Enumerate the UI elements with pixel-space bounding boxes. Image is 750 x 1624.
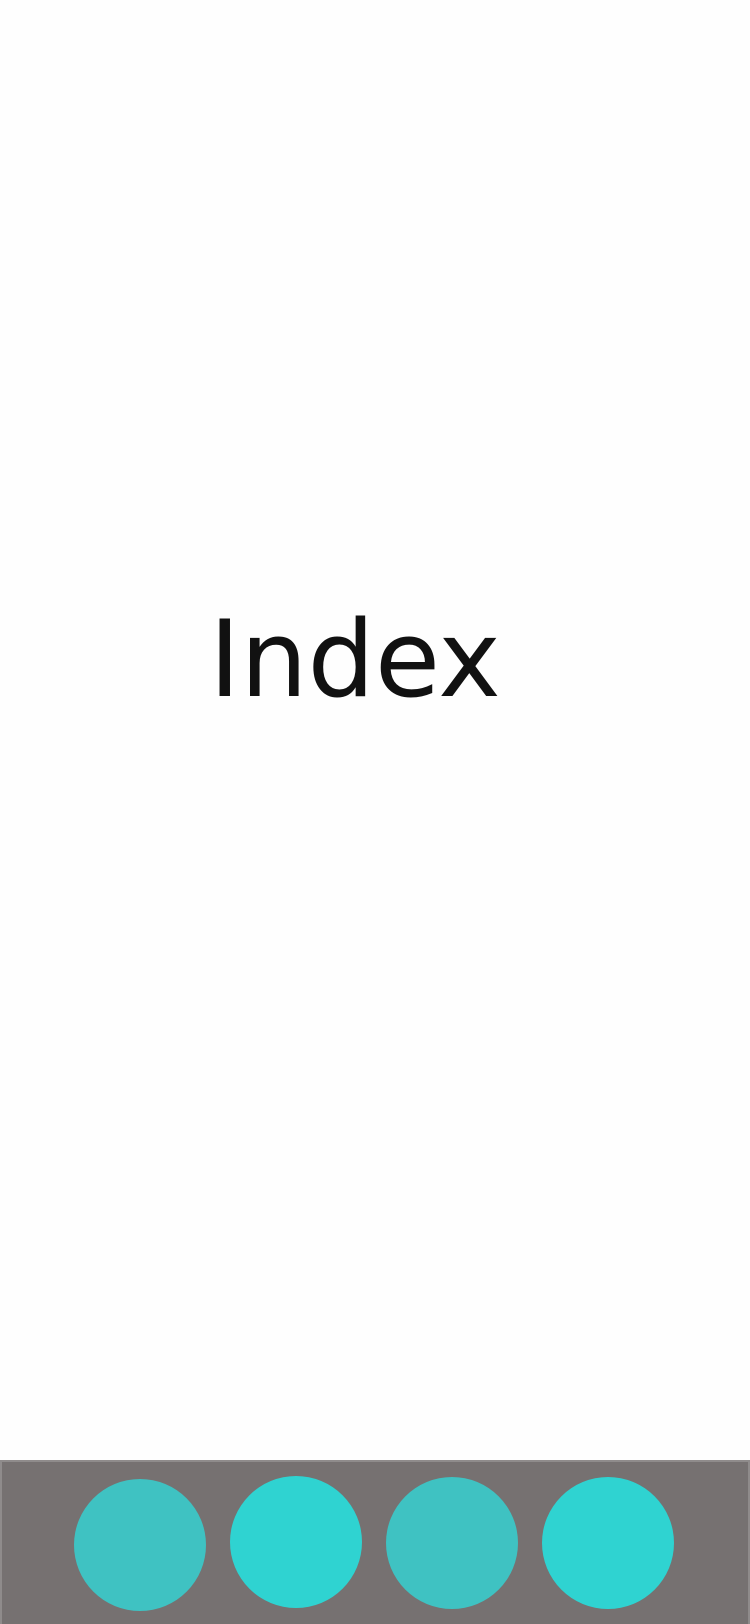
tab-button-1[interactable] [74, 1479, 206, 1611]
tab-button-3[interactable] [386, 1477, 518, 1609]
page-title: Index [209, 598, 501, 721]
tab-button-4[interactable] [542, 1477, 674, 1609]
tab-button-2[interactable] [230, 1476, 362, 1608]
main-content: Index [209, 598, 501, 721]
bottom-tab-bar [0, 1460, 750, 1624]
